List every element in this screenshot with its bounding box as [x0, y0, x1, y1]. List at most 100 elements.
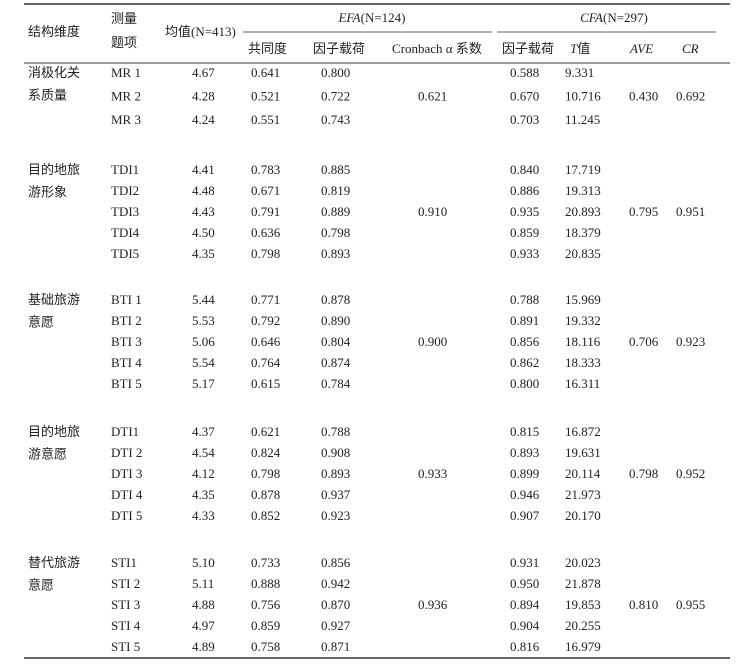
dimension: 替代旅游 [28, 555, 80, 570]
efa-loading: 0.893 [321, 246, 350, 261]
item: BTI 1 [111, 292, 142, 307]
efa-loading: 0.890 [321, 313, 350, 328]
cfa-loading: 0.933 [510, 246, 539, 261]
mean: 4.50 [192, 225, 215, 240]
efa-loading: 0.893 [321, 466, 350, 481]
cfa-loading: 0.893 [510, 445, 539, 460]
mean: 4.37 [192, 424, 215, 439]
cronbach: 0.900 [418, 334, 447, 349]
efa-loading: 0.856 [321, 555, 351, 570]
mean: 4.41 [192, 162, 215, 177]
dimension: 意愿 [28, 314, 54, 329]
header-t: T值 [570, 41, 590, 56]
efa-loading: 0.722 [321, 88, 350, 103]
communality: 0.798 [251, 466, 280, 481]
dimension: 游形象 [28, 184, 67, 199]
header-mean: 均值(N=413) [165, 24, 236, 39]
ave: 0.810 [629, 597, 658, 612]
communality: 0.859 [251, 618, 280, 633]
dimension: 系质量 [28, 87, 67, 102]
dimension: 游意愿 [28, 446, 67, 461]
t-value: 19.313 [565, 183, 601, 198]
header-item: 测量 [111, 11, 137, 26]
item: TDI4 [111, 225, 140, 240]
mean: 5.44 [192, 292, 215, 307]
item: TDI1 [111, 162, 139, 177]
t-value: 20.255 [565, 618, 601, 633]
cfa-loading: 0.904 [510, 618, 540, 633]
cronbach: 0.936 [418, 597, 448, 612]
cfa-loading: 0.800 [510, 376, 539, 391]
item: DTI 5 [111, 508, 142, 523]
cfa-loading: 0.670 [510, 88, 539, 103]
cfa-loading: 0.899 [510, 466, 539, 481]
communality: 0.646 [251, 334, 281, 349]
cfa-loading: 0.891 [510, 313, 539, 328]
cfa-loading: 0.816 [510, 639, 540, 654]
t-value: 16.979 [565, 639, 601, 654]
efa-loading: 0.871 [321, 639, 350, 654]
item: TDI2 [111, 183, 139, 198]
t-value: 21.973 [565, 487, 601, 502]
mean: 5.54 [192, 355, 215, 370]
t-value: 20.893 [565, 204, 601, 219]
cr: 0.955 [676, 597, 705, 612]
header-cronbach: Cronbach α 系数 [392, 41, 482, 56]
t-value: 20.114 [565, 466, 601, 481]
item: DTI 4 [111, 487, 143, 502]
efa-loading: 0.937 [321, 487, 351, 502]
item: MR 2 [111, 88, 141, 103]
header-cfa: CFA(N=297) [580, 10, 648, 25]
item: BTI 5 [111, 376, 142, 391]
communality: 0.783 [251, 162, 280, 177]
communality: 0.878 [251, 487, 280, 502]
communality: 0.641 [251, 65, 280, 80]
cfa-loading: 0.588 [510, 65, 539, 80]
efa-loading: 0.819 [321, 183, 350, 198]
efa-loading: 0.870 [321, 597, 350, 612]
mean: 4.97 [192, 618, 215, 633]
mean: 4.35 [192, 246, 215, 261]
item: DTI1 [111, 424, 139, 439]
mean: 5.10 [192, 555, 215, 570]
item: STI 3 [111, 597, 140, 612]
cfa-loading: 0.950 [510, 576, 539, 591]
item: MR 3 [111, 112, 141, 127]
item: BTI 3 [111, 334, 142, 349]
efa-loading: 0.798 [321, 225, 350, 240]
t-value: 19.853 [565, 597, 601, 612]
mean: 4.33 [192, 508, 215, 523]
mean: 5.17 [192, 376, 215, 391]
communality: 0.792 [251, 313, 280, 328]
item: TDI3 [111, 204, 139, 219]
cronbach: 0.910 [418, 204, 447, 219]
item: MR 1 [111, 65, 141, 80]
t-value: 20.835 [565, 246, 601, 261]
efa-loading: 0.927 [321, 618, 351, 633]
t-value: 21.878 [565, 576, 601, 591]
communality: 0.521 [251, 88, 280, 103]
communality: 0.551 [251, 112, 280, 127]
communality: 0.852 [251, 508, 280, 523]
item: STI 2 [111, 576, 140, 591]
mean: 4.48 [192, 183, 215, 198]
cfa-loading: 0.856 [510, 334, 540, 349]
header-cr: CR [682, 41, 699, 56]
communality: 0.671 [251, 183, 280, 198]
efa-loading: 0.800 [321, 65, 350, 80]
efa-loading: 0.874 [321, 355, 351, 370]
cfa-loading: 0.815 [510, 424, 539, 439]
ave: 0.795 [629, 204, 658, 219]
communality: 0.615 [251, 376, 280, 391]
communality: 0.791 [251, 204, 280, 219]
mean: 4.35 [192, 487, 215, 502]
mean: 4.88 [192, 597, 215, 612]
communality: 0.771 [251, 292, 280, 307]
ave: 0.706 [629, 334, 659, 349]
communality: 0.888 [251, 576, 280, 591]
mean: 4.28 [192, 88, 215, 103]
cfa-loading: 0.907 [510, 508, 540, 523]
efa-loading: 0.885 [321, 162, 350, 177]
cr: 0.951 [676, 204, 705, 219]
